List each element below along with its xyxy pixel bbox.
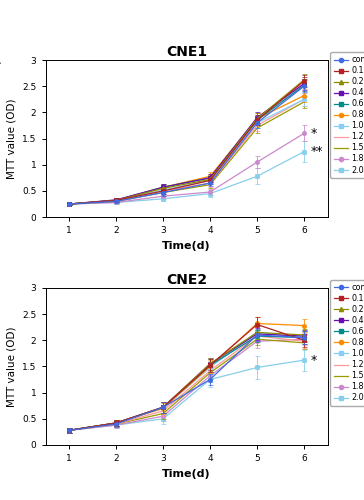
Text: B: B bbox=[0, 280, 1, 295]
Text: **: ** bbox=[311, 145, 324, 158]
Text: *: * bbox=[311, 127, 317, 140]
Y-axis label: MTT value (OD): MTT value (OD) bbox=[7, 98, 16, 179]
Legend: control, 0.1μmol/L, 0.2μmol/L, 0.4μmol/L, 0.6μmol/L, 0.8μmol/L, 1.0μmol/L, 1.2μm: control, 0.1μmol/L, 0.2μmol/L, 0.4μmol/L… bbox=[331, 52, 364, 178]
Text: *: * bbox=[311, 354, 317, 366]
Title: CNE2: CNE2 bbox=[166, 272, 207, 286]
Legend: control, 0.1μmol/L, 0.2μmol/L, 0.4μmol/L, 0.6μmol/L, 0.8μmol/L, 1.0μmol/L, 1.2μm: control, 0.1μmol/L, 0.2μmol/L, 0.4μmol/L… bbox=[331, 280, 364, 406]
X-axis label: Time(d): Time(d) bbox=[162, 240, 211, 250]
Y-axis label: MTT value (OD): MTT value (OD) bbox=[7, 326, 16, 406]
Title: CNE1: CNE1 bbox=[166, 45, 207, 59]
X-axis label: Time(d): Time(d) bbox=[162, 468, 211, 478]
Text: A: A bbox=[0, 52, 1, 67]
